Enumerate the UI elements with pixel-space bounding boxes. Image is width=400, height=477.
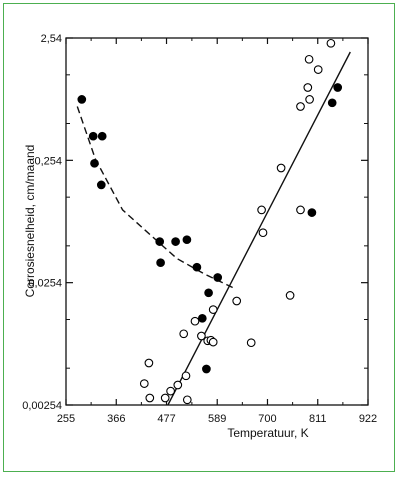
filled-point (155, 237, 165, 246)
open-point (166, 386, 175, 396)
y-tick-label: 0,0254 (28, 278, 62, 290)
open-point (326, 38, 336, 48)
filled-point (88, 131, 98, 141)
x-axis-label: Temperatuur, K (227, 426, 308, 440)
tick-labels: 255 366 477 589 700 811 922 2,54 0,254 0,0254 0,00… (22, 33, 377, 425)
open-point (296, 102, 305, 111)
open-point (208, 337, 218, 347)
open-point (258, 228, 268, 238)
filled-point (202, 364, 211, 374)
open-point (246, 338, 256, 348)
open-point (197, 331, 206, 341)
open-point (179, 329, 189, 339)
open-point (232, 296, 242, 306)
filled-point (327, 98, 337, 108)
open-point (313, 65, 323, 74)
open-point (144, 358, 154, 368)
x-tick-label: 255 (57, 413, 75, 425)
filled-point (333, 83, 343, 92)
open-point (276, 163, 286, 173)
filled-point (77, 95, 87, 104)
filled-point (156, 258, 165, 268)
x-tick-label: 366 (107, 413, 125, 425)
open-point (304, 54, 314, 64)
x-tick-label: 477 (157, 413, 175, 425)
open-point (160, 393, 170, 403)
x-tick-label: 700 (258, 413, 276, 425)
y-tick-label: 0,254 (34, 155, 62, 167)
y-tick-label: 2,54 (41, 33, 62, 45)
open-point (303, 83, 313, 92)
fit-lines (76, 51, 351, 406)
filled-point (96, 180, 106, 190)
filled-point (192, 262, 202, 272)
filled-point (90, 158, 99, 168)
x-tick-label: 811 (309, 413, 327, 425)
open-point (285, 291, 295, 300)
solid-trend-line (167, 51, 351, 406)
open-point (181, 371, 191, 381)
figure-frame (3, 3, 395, 472)
open-point (190, 316, 200, 326)
filled-point (307, 208, 317, 217)
y-tick-label: 0,00254 (22, 400, 62, 412)
plot-area (65, 37, 369, 406)
data-points (77, 38, 343, 405)
filled-point (204, 288, 213, 298)
filled-point (182, 235, 192, 245)
filled-point (197, 313, 207, 323)
filled-point (171, 237, 180, 246)
open-point (305, 95, 314, 104)
open-point (182, 395, 192, 405)
open-point (139, 379, 149, 388)
open-point (257, 205, 266, 215)
x-tick-label: 922 (359, 413, 377, 425)
filled-point (213, 273, 223, 282)
open-point (208, 305, 218, 314)
filled-point (97, 131, 107, 141)
x-tick-label: 589 (208, 413, 226, 425)
y-axis-label: Corrosiesnelheid, cm/maand (23, 145, 37, 298)
open-point (296, 205, 305, 215)
open-point (145, 393, 155, 403)
axis-ticks (65, 37, 369, 406)
open-point (173, 380, 183, 390)
